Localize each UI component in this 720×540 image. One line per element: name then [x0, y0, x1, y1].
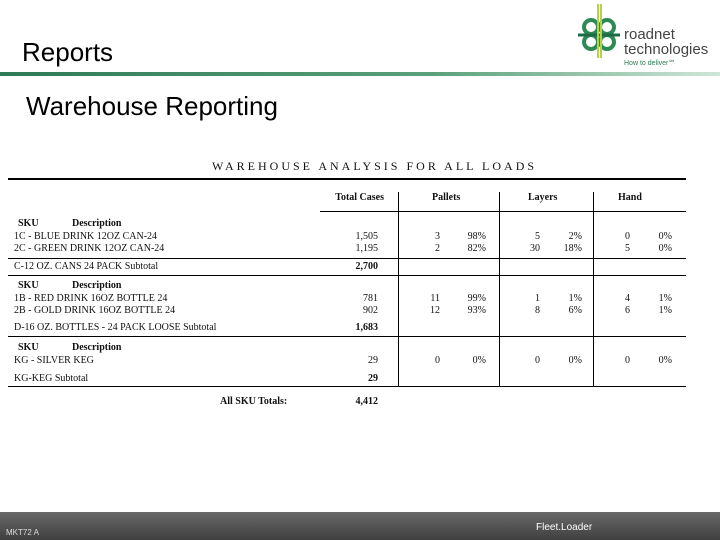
row-divider	[8, 275, 686, 276]
hand-percent: 0%	[658, 231, 672, 242]
subtotal-value: 1,683	[355, 322, 379, 333]
total-cases: 781	[363, 293, 378, 304]
hand-count: 5	[625, 243, 630, 254]
sku-description: 2B - GOLD DRINK 16OZ BOTTLE 24	[14, 305, 176, 316]
layers-count: 0	[535, 355, 540, 366]
pallets-percent: 82%	[467, 243, 486, 254]
svg-text:How to deliver℠: How to deliver℠	[624, 59, 676, 67]
row-divider	[8, 258, 686, 259]
totals-label: All SKU Totals:	[220, 396, 288, 407]
report-title: WAREHOUSE ANALYSIS FOR ALL LOADS	[212, 159, 538, 173]
total-cases: 902	[363, 305, 378, 316]
sku-description: 2C - GREEN DRINK 12OZ CAN-24	[14, 243, 165, 254]
col-layers: Layers	[528, 192, 558, 203]
company-logo: roadnet technologies How to deliver℠	[576, 2, 716, 68]
header-divider	[0, 72, 720, 76]
hand-percent: 0%	[658, 243, 672, 254]
layers-count: 8	[535, 305, 540, 316]
pallets-percent: 0%	[472, 355, 486, 366]
hand-count: 4	[625, 293, 630, 304]
sku-header: SKU	[18, 218, 39, 229]
layers-count: 1	[535, 293, 540, 304]
sku-header: SKU	[18, 280, 39, 291]
pallets-percent: 99%	[467, 293, 486, 304]
pallets-percent: 98%	[467, 231, 486, 242]
row-divider	[8, 386, 686, 387]
hand-percent: 1%	[658, 293, 672, 304]
footer-product: Fleet.Loader	[536, 522, 593, 533]
footer-bar	[0, 512, 720, 540]
svg-text:roadnet: roadnet	[624, 26, 676, 43]
layers-count: 5	[535, 231, 540, 242]
subtotal-label: D-16 OZ. BOTTLES - 24 PACK LOOSE Subtota…	[14, 322, 217, 333]
layers-percent: 1%	[568, 293, 582, 304]
pallets-count: 0	[435, 355, 440, 366]
pallets-count: 11	[430, 293, 440, 304]
total-cases: 1,505	[355, 231, 379, 242]
hand-percent: 0%	[658, 355, 672, 366]
col-pallets: Pallets	[432, 192, 461, 203]
page-subtitle: Warehouse Reporting	[26, 91, 278, 121]
pallets-count: 12	[430, 305, 440, 316]
col-hand: Hand	[618, 192, 642, 203]
subtotal-value: 29	[368, 373, 378, 384]
subtotal-label: KG-KEG Subtotal	[14, 373, 89, 384]
layers-percent: 6%	[568, 305, 582, 316]
footer-code: MKT72 A	[6, 528, 39, 537]
layers-count: 30	[530, 243, 540, 254]
description-header: Description	[72, 342, 122, 353]
hand-percent: 1%	[658, 305, 672, 316]
hand-count: 6	[625, 305, 630, 316]
col-total-cases: Total Cases	[335, 192, 384, 203]
totals-value: 4,412	[355, 396, 379, 407]
sku-description: 1C - BLUE DRINK 12OZ CAN-24	[14, 231, 158, 242]
sku-description: KG - SILVER KEG	[14, 355, 94, 366]
layers-percent: 2%	[568, 231, 582, 242]
page-title: Reports	[22, 37, 114, 67]
sku-description: 1B - RED DRINK 16OZ BOTTLE 24	[14, 293, 168, 304]
pallets-count: 2	[435, 243, 440, 254]
pallets-count: 3	[435, 231, 440, 242]
subtotal-value: 2,700	[355, 261, 379, 272]
layers-percent: 0%	[568, 355, 582, 366]
pallets-percent: 93%	[467, 305, 486, 316]
description-header: Description	[72, 280, 122, 291]
row-divider	[8, 336, 686, 337]
description-header: Description	[72, 218, 122, 229]
subtotal-label: C-12 OZ. CANS 24 PACK Subtotal	[14, 261, 159, 272]
sku-header: SKU	[18, 342, 39, 353]
hand-count: 0	[625, 231, 630, 242]
hand-count: 0	[625, 355, 630, 366]
total-cases: 1,195	[355, 243, 379, 254]
svg-text:technologies: technologies	[624, 41, 708, 58]
total-cases: 29	[368, 355, 378, 366]
layers-percent: 18%	[563, 243, 582, 254]
